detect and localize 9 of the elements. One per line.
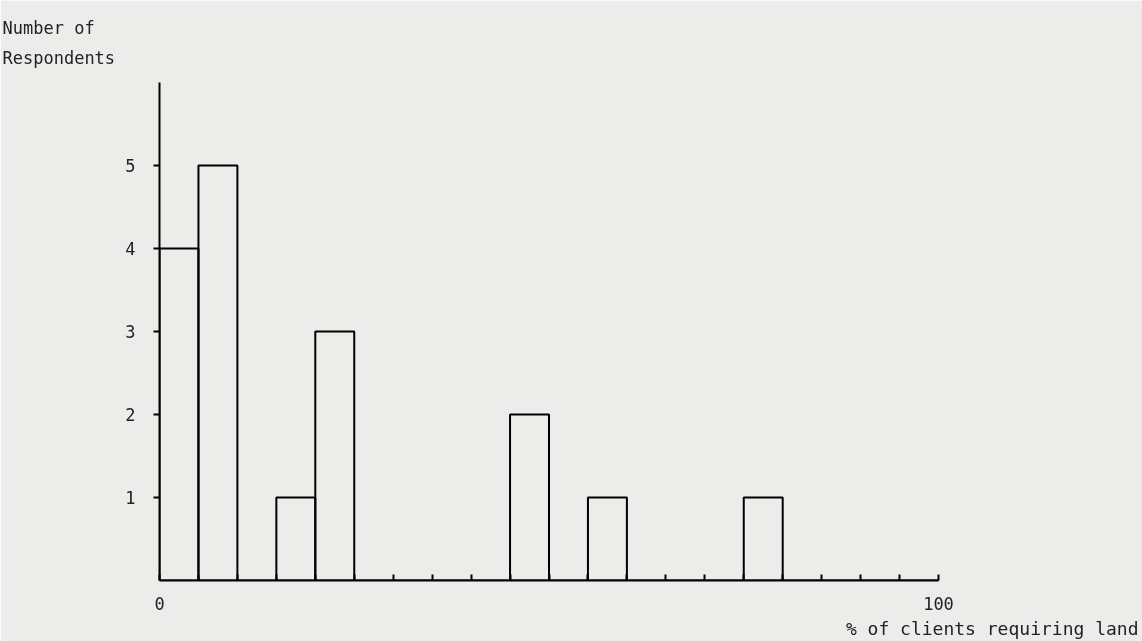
- y-tick-label: 5: [125, 156, 136, 176]
- y-tick-label: 2: [125, 405, 136, 425]
- y-tick-label: 4: [125, 239, 136, 259]
- y-axis-title: Number of Respondents: [2, 17, 116, 68]
- x-tick-label: 100: [923, 593, 954, 614]
- y-tick-label: 3: [125, 322, 136, 342]
- x-tick-label: 0: [154, 593, 165, 614]
- x-axis-title: % of clients requiring land: [845, 617, 1139, 639]
- y-tick-label: 1: [125, 488, 136, 508]
